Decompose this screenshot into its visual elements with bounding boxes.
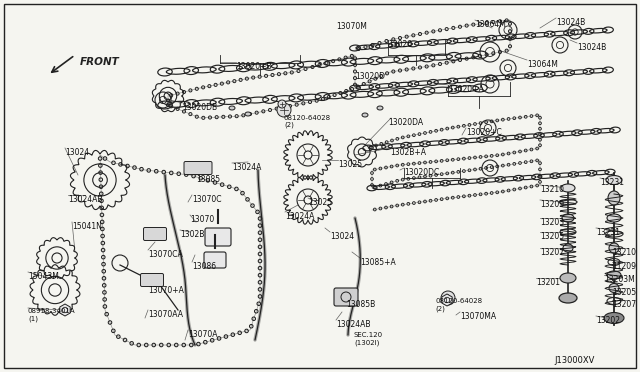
Ellipse shape — [229, 106, 235, 110]
Text: 13024A: 13024A — [285, 212, 314, 221]
Text: 13210: 13210 — [612, 248, 636, 257]
Text: 13085: 13085 — [196, 175, 220, 184]
Ellipse shape — [245, 112, 251, 116]
Text: 08120-64028
(2): 08120-64028 (2) — [435, 298, 482, 311]
Text: 13203M: 13203M — [604, 275, 635, 284]
Text: 08120-64028
(2): 08120-64028 (2) — [284, 115, 331, 128]
Text: 13203: 13203 — [540, 218, 564, 227]
Text: 11209: 11209 — [612, 262, 636, 271]
Text: 13085B: 13085B — [346, 300, 375, 309]
Text: SEC.120
(1302I): SEC.120 (1302I) — [354, 332, 383, 346]
Text: 13207: 13207 — [540, 248, 564, 257]
Text: 13070A: 13070A — [188, 330, 218, 339]
Text: 13231: 13231 — [596, 228, 620, 237]
Text: 13064M: 13064M — [475, 20, 506, 29]
Ellipse shape — [607, 214, 621, 222]
Text: 13064M: 13064M — [527, 60, 558, 69]
FancyBboxPatch shape — [334, 288, 358, 306]
Text: 13025: 13025 — [308, 198, 332, 207]
Ellipse shape — [609, 243, 619, 253]
Ellipse shape — [606, 176, 622, 185]
FancyBboxPatch shape — [205, 228, 231, 246]
Text: 13020+B: 13020+B — [236, 62, 271, 71]
Ellipse shape — [559, 293, 577, 303]
Text: 13020DB: 13020DB — [182, 103, 217, 112]
Text: 13070AA: 13070AA — [148, 310, 183, 319]
Text: 15043M: 15043M — [28, 272, 59, 281]
Text: 13202: 13202 — [596, 316, 620, 325]
Text: 13024A: 13024A — [232, 163, 261, 172]
Text: 13231: 13231 — [600, 178, 624, 187]
Text: 15041N: 15041N — [72, 222, 102, 231]
Text: FRONT: FRONT — [80, 57, 120, 67]
Polygon shape — [60, 304, 70, 316]
Text: J13000XV: J13000XV — [554, 356, 595, 365]
Text: 13024: 13024 — [330, 232, 354, 241]
Text: 13024B: 13024B — [577, 43, 606, 52]
Ellipse shape — [608, 191, 620, 205]
Text: 13086: 13086 — [192, 262, 216, 271]
Ellipse shape — [362, 113, 368, 117]
Ellipse shape — [607, 271, 621, 279]
Text: 13070MA: 13070MA — [460, 312, 496, 321]
Text: 13020DA: 13020DA — [388, 118, 423, 127]
Circle shape — [278, 100, 286, 108]
Text: 13070CA: 13070CA — [148, 250, 183, 259]
Text: 13020: 13020 — [388, 40, 412, 49]
Text: 13201: 13201 — [536, 278, 560, 287]
Text: 13020+A: 13020+A — [448, 85, 484, 94]
Circle shape — [277, 103, 291, 117]
Text: 13025: 13025 — [338, 160, 362, 169]
Text: 13205: 13205 — [612, 288, 636, 297]
Text: 13070: 13070 — [190, 215, 214, 224]
FancyBboxPatch shape — [141, 273, 163, 286]
FancyBboxPatch shape — [143, 228, 166, 241]
Ellipse shape — [561, 184, 575, 192]
Text: 13024AB: 13024AB — [68, 195, 102, 204]
FancyBboxPatch shape — [184, 161, 212, 174]
FancyBboxPatch shape — [204, 252, 226, 268]
Polygon shape — [442, 294, 452, 306]
Ellipse shape — [563, 244, 573, 252]
Text: 13024: 13024 — [65, 148, 89, 157]
Text: 13020DC: 13020DC — [404, 168, 439, 177]
Text: 1302B: 1302B — [180, 230, 204, 239]
Text: 13205: 13205 — [540, 232, 564, 241]
Text: 13209: 13209 — [540, 200, 564, 209]
Text: 13207: 13207 — [612, 300, 636, 309]
Text: 13070C: 13070C — [192, 195, 221, 204]
Text: 13024B: 13024B — [556, 18, 585, 27]
Text: 13210: 13210 — [540, 185, 564, 194]
Text: 08918-3401A
(1): 08918-3401A (1) — [28, 308, 76, 321]
Ellipse shape — [377, 106, 383, 110]
Ellipse shape — [609, 283, 619, 292]
Ellipse shape — [560, 273, 576, 283]
Text: 13020D: 13020D — [355, 72, 385, 81]
Circle shape — [441, 291, 455, 305]
Text: 13024AB: 13024AB — [336, 320, 371, 329]
Text: 13070M: 13070M — [336, 22, 367, 31]
Text: 13085+A: 13085+A — [360, 258, 396, 267]
Text: 13070+A: 13070+A — [148, 286, 184, 295]
Text: 1302B+A: 1302B+A — [390, 148, 426, 157]
Text: 13020+C: 13020+C — [466, 128, 502, 137]
Ellipse shape — [562, 214, 574, 222]
Ellipse shape — [604, 312, 624, 324]
